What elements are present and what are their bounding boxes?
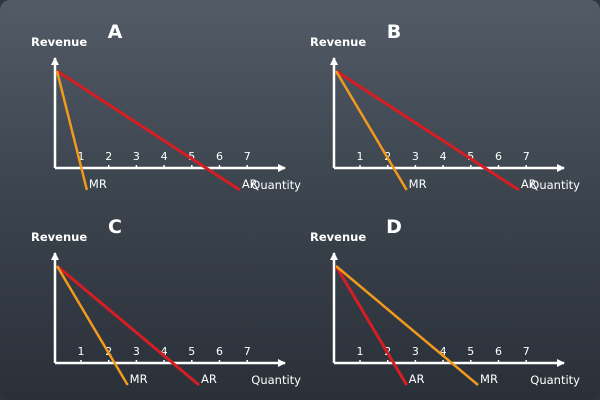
x-tick-label: 5 bbox=[188, 150, 195, 163]
panel-c: 1234567ARMRRevenueQuantityC bbox=[31, 216, 301, 387]
x-axis-label: Quantity bbox=[530, 373, 580, 387]
x-tick-label: 7 bbox=[244, 345, 251, 358]
x-tick-label: 2 bbox=[105, 150, 112, 163]
panel-label: D bbox=[386, 216, 402, 238]
mr-label: MR bbox=[480, 372, 498, 386]
x-axis-label: Quantity bbox=[530, 178, 580, 192]
panel-b: 1234567ARMRRevenueQuantityB bbox=[310, 21, 580, 192]
x-tick-label: 6 bbox=[216, 345, 223, 358]
x-tick-label: 5 bbox=[188, 345, 195, 358]
mr-label: MR bbox=[89, 177, 107, 191]
x-tick-label: 4 bbox=[440, 150, 447, 163]
x-tick-label: 1 bbox=[357, 345, 364, 358]
y-axis-label: Revenue bbox=[310, 35, 366, 49]
mr-label: MR bbox=[130, 372, 148, 386]
x-tick-label: 5 bbox=[467, 345, 474, 358]
x-tick-label: 3 bbox=[412, 345, 419, 358]
ar-label: AR bbox=[201, 372, 217, 386]
x-tick-label: 6 bbox=[495, 150, 502, 163]
x-tick-label: 5 bbox=[467, 150, 474, 163]
x-tick-label: 4 bbox=[161, 345, 168, 358]
x-tick-label: 7 bbox=[523, 345, 530, 358]
ar-label: AR bbox=[521, 177, 537, 191]
x-tick-label: 4 bbox=[440, 345, 447, 358]
x-axis-label: Quantity bbox=[251, 178, 301, 192]
y-axis-label: Revenue bbox=[310, 230, 366, 244]
panel-label: A bbox=[108, 21, 123, 43]
panel-label: C bbox=[108, 216, 122, 238]
x-tick-label: 3 bbox=[133, 345, 140, 358]
x-tick-label: 7 bbox=[523, 150, 530, 163]
mr-curve bbox=[55, 265, 129, 386]
x-tick-label: 4 bbox=[161, 150, 168, 163]
ar-label: AR bbox=[242, 177, 258, 191]
panel-a: 1 2 3 4 5 6 7 AR MR Revenue Quantity A bbox=[31, 21, 301, 192]
panel-label: B bbox=[387, 21, 401, 43]
ar-curve bbox=[335, 69, 520, 192]
mr-curve bbox=[334, 70, 408, 191]
panel-d: 1234567ARMRRevenueQuantityD bbox=[310, 216, 580, 387]
x-tick-label: 6 bbox=[216, 150, 223, 163]
x-tick-label: 1 bbox=[78, 150, 85, 163]
mr-curve bbox=[335, 265, 479, 386]
x-tick-label: 3 bbox=[133, 150, 140, 163]
ar-label: AR bbox=[409, 372, 425, 386]
y-axis-label: Revenue bbox=[31, 35, 87, 49]
x-tick-label: 1 bbox=[357, 150, 364, 163]
x-tick-label: 6 bbox=[495, 345, 502, 358]
mr-curve bbox=[55, 70, 89, 191]
ar-curve bbox=[334, 265, 408, 386]
x-tick-label: 1 bbox=[78, 345, 85, 358]
mr-label: MR bbox=[409, 177, 427, 191]
ar-curve bbox=[56, 264, 201, 387]
ar-curve bbox=[56, 69, 241, 192]
x-tick-label: 7 bbox=[244, 150, 251, 163]
x-tick-label: 3 bbox=[412, 150, 419, 163]
y-axis-label: Revenue bbox=[31, 230, 87, 244]
x-axis-label: Quantity bbox=[251, 373, 301, 387]
